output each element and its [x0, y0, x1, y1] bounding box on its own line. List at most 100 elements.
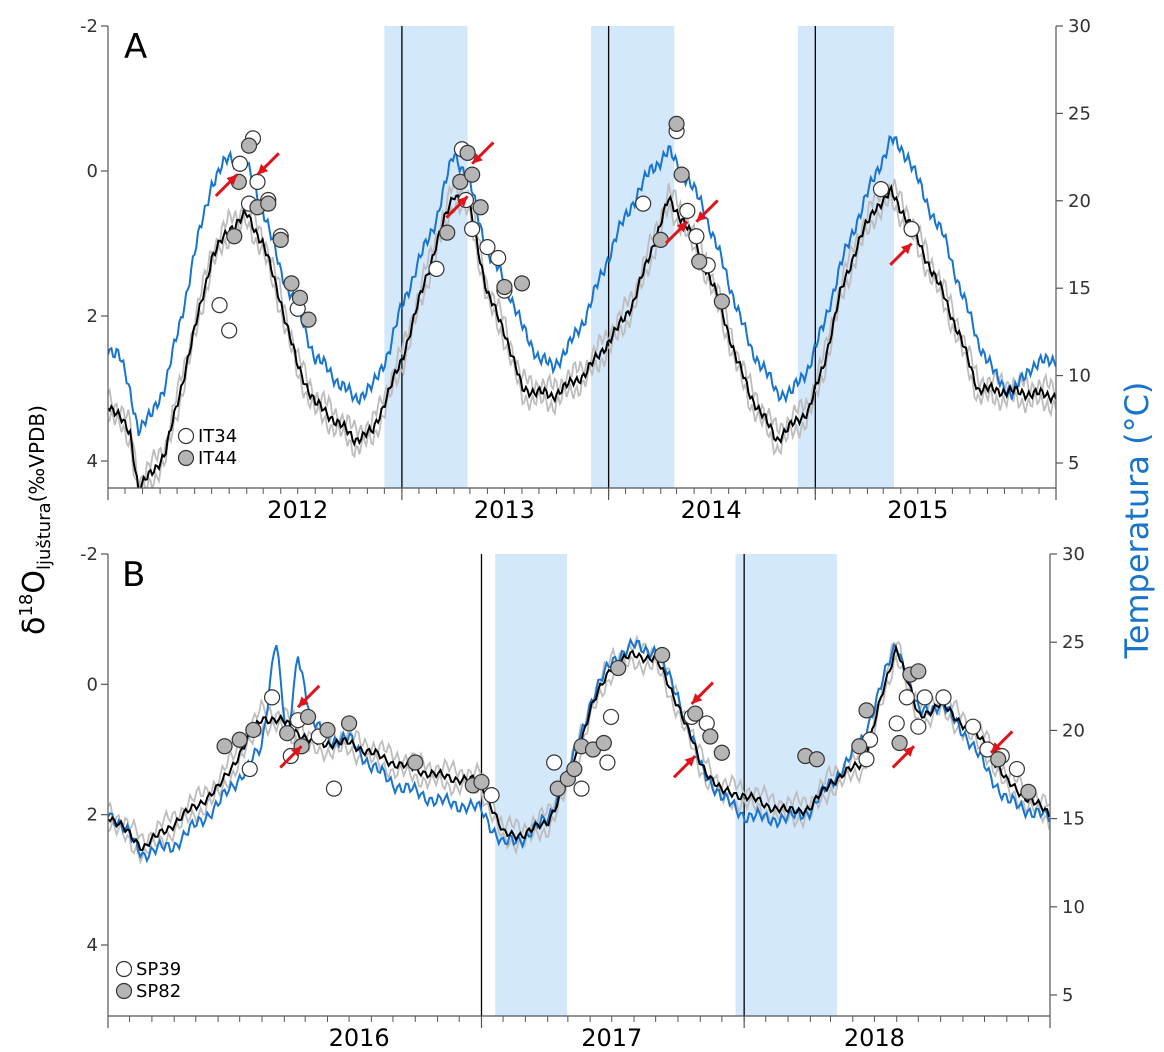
sample-marker-sp39 [573, 780, 590, 797]
x-year-label: 2018 [844, 1024, 905, 1052]
sample-marker-sp82 [851, 738, 868, 755]
legend-label: IT44 [198, 448, 237, 469]
sample-marker-sp82 [610, 659, 627, 677]
shaded-period [797, 26, 895, 488]
y-axis-label-left: δ18Oljuštura(‰VPDB) [16, 405, 55, 635]
sample-marker-sp82 [216, 738, 233, 755]
sample-marker-it44 [272, 231, 289, 248]
sample-marker-it44 [673, 166, 690, 183]
y-right-tick-label: 20 [1062, 720, 1085, 741]
panel-b-shading [495, 554, 837, 1016]
x-year-label: 2014 [681, 496, 742, 524]
sample-marker-sp39 [263, 689, 281, 706]
sample-marker-it44 [439, 224, 456, 241]
sample-marker-sp39 [888, 715, 905, 732]
y-left-tick-label: 0 [87, 161, 98, 182]
y-left-tick-label: -2 [80, 16, 98, 37]
sample-marker-sp82 [1020, 783, 1037, 800]
sample-marker-sp82 [595, 734, 612, 752]
sample-marker-it34 [464, 220, 481, 238]
red-arrow [214, 173, 239, 197]
legend-marker [177, 427, 195, 445]
sample-marker-sp82 [549, 780, 566, 797]
arrow-head [900, 243, 912, 255]
legend-marker [115, 982, 133, 1000]
ylabel-sub: ljuštura [34, 502, 55, 570]
arrow-head [226, 174, 238, 186]
legend-label: SP82 [136, 981, 181, 1002]
red-arrow [672, 754, 697, 779]
panel-a: -2 0 2 4 5 10 15 20 25 30 2012 2013 2014 2015 A IT34I… [80, 16, 1091, 524]
sample-marker-sp39 [898, 689, 915, 706]
ylabel-prefix: δ [17, 617, 52, 635]
y-right-tick-label: 15 [1068, 278, 1091, 299]
arrow-head [472, 153, 483, 164]
sample-marker-it34 [249, 173, 266, 190]
panel-b-markers [216, 646, 1037, 804]
panel-b-arrows [279, 681, 1014, 779]
sample-marker-it44 [668, 115, 685, 132]
y-left-tick-label: 0 [87, 674, 98, 695]
red-arrow [296, 684, 321, 709]
sample-marker-sp39 [935, 689, 952, 706]
sample-marker-it44 [300, 311, 317, 328]
y-right-tick-label: 20 [1068, 191, 1091, 212]
sample-marker-it34 [688, 228, 705, 245]
sample-marker-it34 [872, 181, 890, 198]
arrow-head [691, 693, 703, 704]
sample-marker-it34 [211, 297, 228, 314]
red-arrow [695, 199, 719, 223]
x-year-label: 2013 [474, 496, 535, 524]
sample-marker-sp82 [299, 708, 317, 726]
sample-marker-sp39 [599, 754, 616, 771]
ylabel-main: O [17, 570, 52, 594]
sample-marker-it34 [679, 202, 696, 219]
shaded-period [591, 26, 675, 488]
y-left-tick-label: 4 [87, 451, 98, 472]
sample-marker-it44 [283, 275, 300, 292]
legend-label: SP39 [136, 959, 181, 980]
sample-marker-it44 [513, 275, 531, 292]
sample-marker-sp82 [702, 728, 719, 745]
y-left-tick-label: 2 [87, 306, 98, 327]
y-left-tick-label: 4 [87, 935, 98, 956]
sample-marker-sp39 [241, 760, 258, 778]
sample-marker-it44 [464, 166, 481, 183]
sample-marker-it44 [260, 195, 277, 212]
legend-marker [115, 960, 133, 978]
arrow-head [257, 163, 269, 175]
sample-marker-sp39 [964, 718, 982, 735]
red-arrow [690, 681, 714, 705]
sample-marker-sp39 [602, 708, 620, 726]
arrow-head [456, 196, 468, 208]
arrow-head [903, 746, 914, 757]
sample-marker-sp82 [713, 744, 730, 761]
arrow-head [684, 756, 696, 767]
legend-label: IT34 [198, 426, 237, 447]
arrow-head [696, 211, 708, 222]
y-right-tick-label: 5 [1068, 453, 1079, 474]
panel-b-label: B [122, 555, 145, 595]
y-right-tick-label: 10 [1068, 366, 1091, 387]
x-year-label: 2015 [887, 496, 948, 524]
sample-marker-it44 [452, 173, 469, 190]
panel-a-predicted-line [108, 183, 1056, 488]
sample-marker-sp39 [546, 754, 563, 771]
shaded-period [384, 26, 468, 488]
sample-marker-sp82 [858, 702, 875, 719]
sample-marker-it34 [635, 195, 652, 212]
sample-marker-it44 [472, 199, 489, 216]
sample-marker-sp82 [407, 754, 424, 771]
x-year-label: 2016 [329, 1024, 390, 1052]
red-arrow [891, 745, 916, 769]
sample-marker-sp39 [483, 787, 500, 804]
panel-a-dividers [401, 26, 816, 488]
sample-marker-sp82 [654, 646, 671, 664]
sample-marker-sp39 [325, 780, 343, 797]
x-year-label: 2017 [581, 1024, 642, 1052]
arrow-head [290, 746, 302, 757]
